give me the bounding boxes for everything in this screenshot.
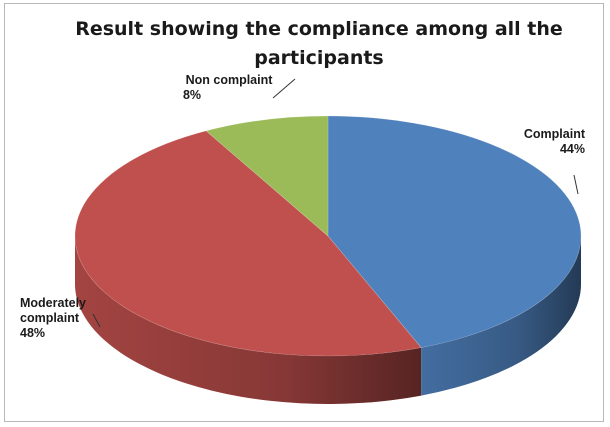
pie-slice-complaint [327,115,582,348]
slice-label-moderately-complaint: Moderately complaint 48% [20,296,86,340]
pie-side-shade-complaint [421,236,581,396]
slice-name-complaint: Complaint [524,127,586,141]
slice-value-moderately-complaint: 48% [20,326,45,340]
pie-side-shade-moderately-complaint [75,236,422,404]
slice-name-moderately-complaint: complaint [20,311,80,325]
slice-name-moderately-complaint: Moderately [20,296,86,310]
pie-slice-moderately-complaint [74,130,422,357]
pie-layer [74,115,582,404]
label-layer: Complaint 44% Moderately complaint 48% Non co… [20,73,586,340]
pie-slice-non-complaint [205,115,329,237]
pie-chart: Result showing the compliance among all … [20,18,586,404]
slice-value-non-complaint: 8% [183,88,201,102]
leader-line-non-complaint [272,78,296,99]
slice-label-complaint: Complaint 44% [524,127,586,156]
slice-value-complaint: 44% [560,142,585,156]
chart-frame: Result showing the compliance among all … [4,3,604,422]
leader-line-moderately-complaint [92,313,101,328]
chart-title-line-2: participants [254,47,384,69]
chart-title-line-1: Result showing the compliance among all … [75,18,563,40]
slice-label-non-complaint: Non complaint 8% [183,73,273,102]
slice-name-non-complaint: Non complaint [186,73,274,87]
leader-line-complaint [573,174,579,195]
